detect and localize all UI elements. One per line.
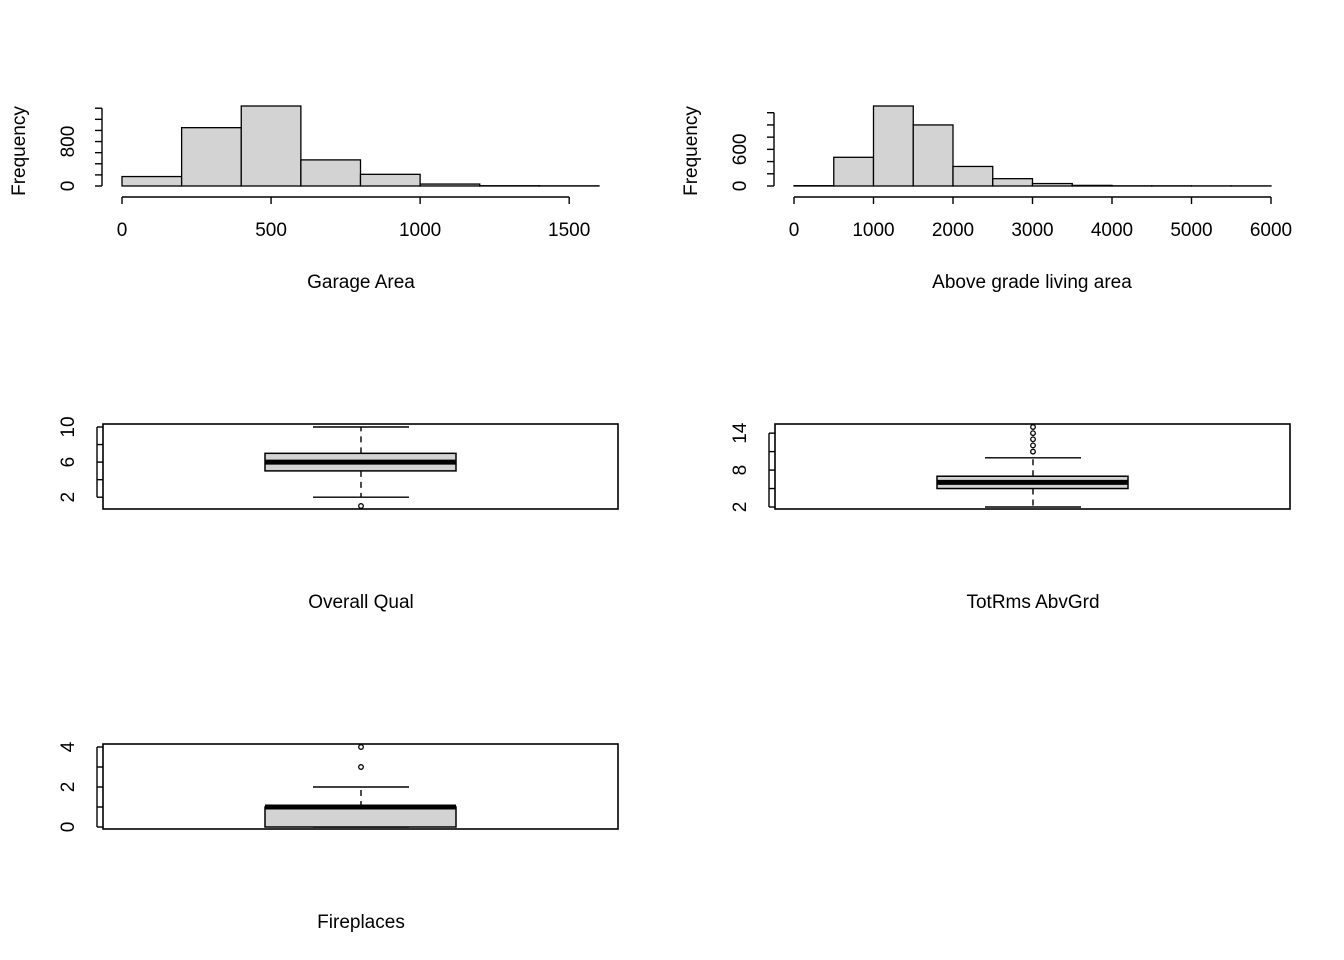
plot-frame bbox=[102, 423, 619, 510]
histogram-bar bbox=[180, 127, 242, 187]
histogram-bar bbox=[300, 159, 362, 187]
totrms-abvgrd-boxplot: 2 8 14 TotRms AbvGrd bbox=[730, 422, 1291, 613]
y-tick-label: 4 bbox=[58, 741, 79, 752]
x-tick-label: 6000 bbox=[1250, 220, 1292, 241]
y-tick-label: 2 bbox=[58, 782, 79, 793]
histogram-bar bbox=[419, 183, 481, 187]
x-axis-label: Overall Qual bbox=[308, 592, 414, 613]
outlier-point bbox=[1030, 424, 1036, 430]
histogram-bar bbox=[912, 124, 954, 187]
x-tick-label: 0 bbox=[789, 220, 800, 241]
outlier-point bbox=[1030, 436, 1036, 443]
y-tick-label: 8 bbox=[730, 465, 751, 476]
y-axis-label: Frequency bbox=[681, 106, 702, 196]
outlier-point bbox=[358, 744, 364, 750]
y-axis-label: Frequency bbox=[9, 106, 30, 196]
living-area-histogram: 0 1000 2000 3000 4000 5000 6000 0 600 Frequency Ab… bbox=[681, 105, 1292, 293]
histogram-bar bbox=[833, 156, 875, 187]
outlier-point bbox=[358, 764, 364, 770]
outlier-point bbox=[358, 503, 364, 509]
histogram-bar bbox=[121, 175, 183, 187]
histogram-bar bbox=[1071, 184, 1113, 187]
plot-frame bbox=[774, 423, 1291, 510]
y-tick-label: 600 bbox=[730, 134, 751, 166]
x-tick-label: 2000 bbox=[932, 220, 974, 241]
histogram-bar bbox=[992, 178, 1034, 187]
y-tick-label: 0 bbox=[730, 181, 751, 192]
x-axis-label: TotRms AbvGrd bbox=[966, 592, 1099, 613]
y-tick-label: 2 bbox=[730, 502, 751, 513]
x-tick-label: 5000 bbox=[1170, 220, 1212, 241]
histogram-bar bbox=[872, 105, 914, 187]
y-tick-label: 0 bbox=[58, 181, 79, 192]
overall-qual-boxplot: 2 6 10 Overall Qual bbox=[58, 416, 619, 613]
y-tick-label: 10 bbox=[58, 416, 79, 437]
y-tick-label: 2 bbox=[58, 492, 79, 503]
x-tick-label: 3000 bbox=[1011, 220, 1053, 241]
x-tick-label: 4000 bbox=[1091, 220, 1133, 241]
x-tick-label: 0 bbox=[117, 220, 128, 241]
histogram-bar bbox=[1031, 182, 1073, 187]
histogram-bar bbox=[359, 173, 421, 187]
outlier-point bbox=[1030, 430, 1036, 437]
x-tick-label: 1500 bbox=[548, 220, 590, 241]
histogram-bar bbox=[952, 165, 994, 187]
garage-area-histogram: 0 500 1000 1500 0 800 Frequency Garage Area bbox=[9, 105, 600, 293]
x-tick-label: 500 bbox=[255, 220, 287, 241]
iqr-box bbox=[264, 806, 457, 828]
y-tick-label: 14 bbox=[730, 422, 751, 444]
x-axis-label: Garage Area bbox=[307, 272, 415, 293]
outlier-point bbox=[1030, 442, 1036, 449]
outlier-point bbox=[1030, 448, 1036, 455]
x-axis-label: Fireplaces bbox=[317, 912, 405, 933]
x-axis-label: Above grade living area bbox=[932, 272, 1132, 293]
y-tick-label: 800 bbox=[58, 126, 79, 158]
x-tick-label: 1000 bbox=[399, 220, 441, 241]
x-tick-label: 1000 bbox=[852, 220, 894, 241]
fireplaces-boxplot: 0 2 4 Fireplaces bbox=[58, 741, 619, 933]
y-tick-label: 0 bbox=[58, 822, 79, 833]
histogram-bar bbox=[240, 105, 302, 187]
y-tick-label: 6 bbox=[58, 457, 79, 468]
